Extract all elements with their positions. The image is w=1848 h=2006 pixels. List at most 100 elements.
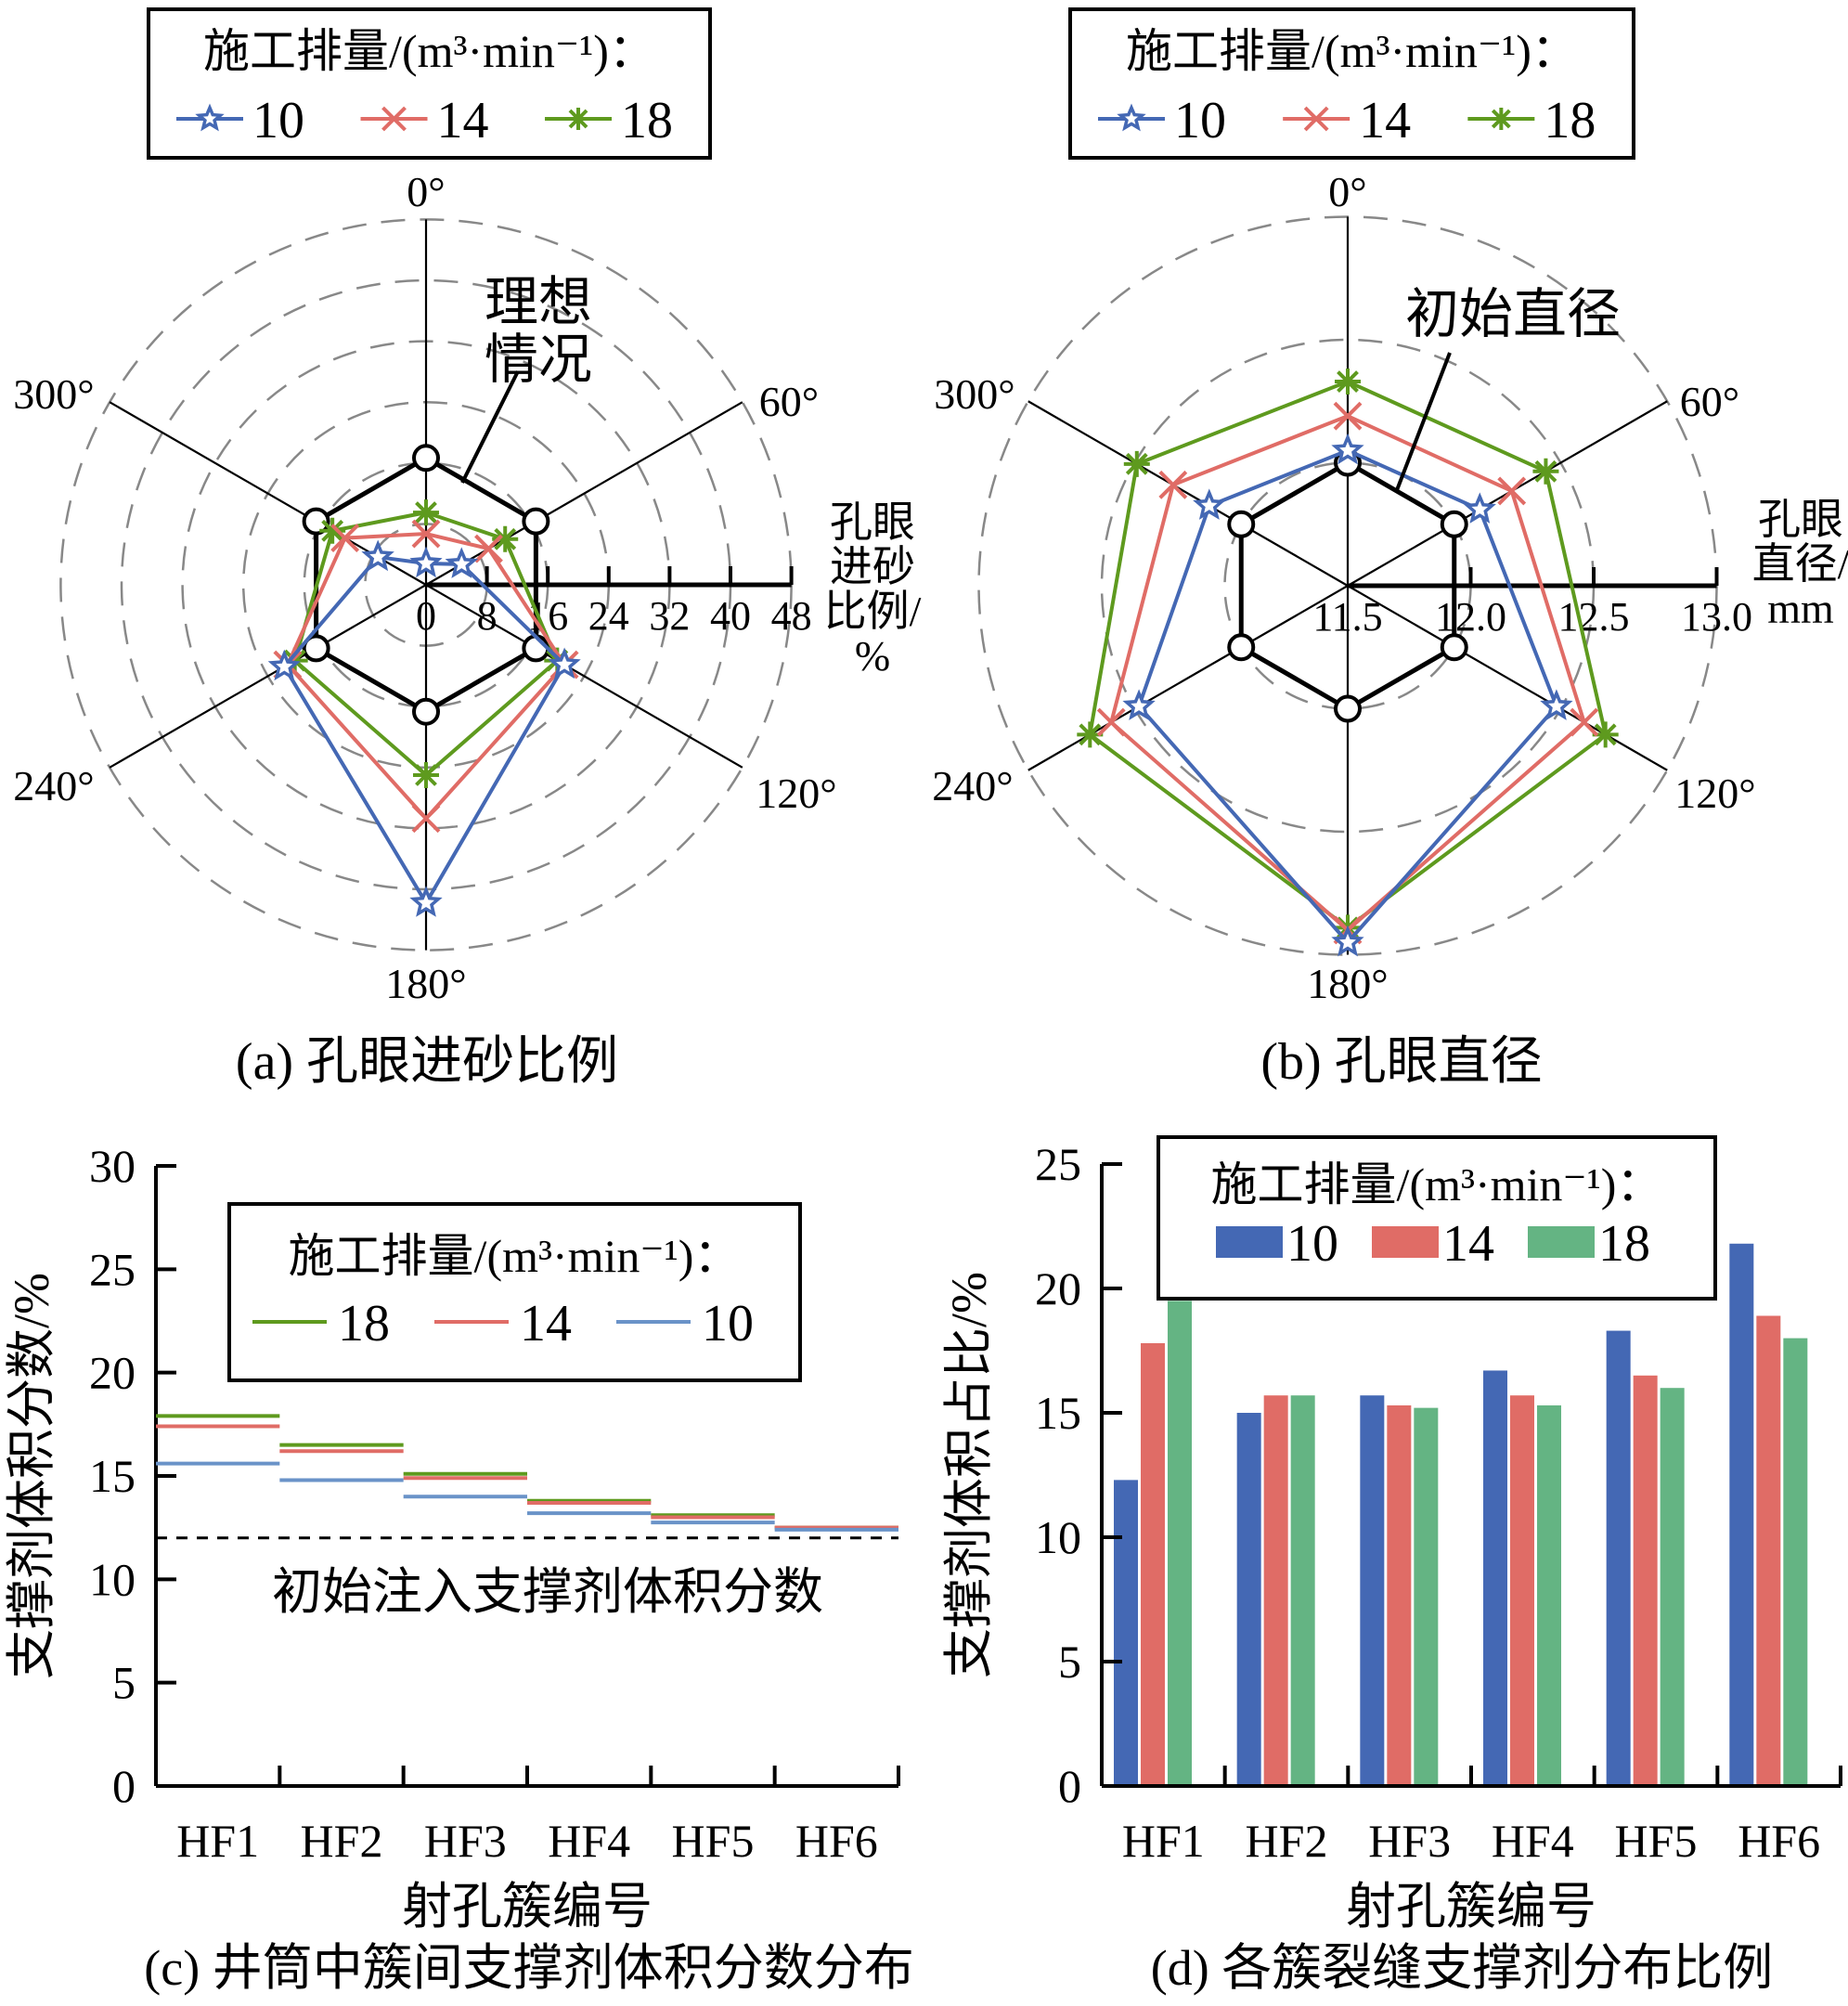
y-tick-label: 20 xyxy=(89,1347,136,1399)
reference-marker xyxy=(1227,633,1256,662)
asterisk-marker-icon xyxy=(1592,721,1619,748)
legend-label: 18 xyxy=(1598,1215,1650,1273)
angle-label: 0° xyxy=(1328,168,1366,215)
legend: 施工排量/(m³·min⁻¹)： 18 14 10 xyxy=(227,1202,802,1382)
circle-marker-icon xyxy=(302,634,330,663)
reference-annotation: 理想 xyxy=(485,272,592,332)
x-marker-icon xyxy=(330,524,360,552)
legend-swatch xyxy=(1372,1226,1439,1258)
x-tick-label: HF1 xyxy=(1122,1815,1205,1867)
data-point-14 xyxy=(1158,470,1188,499)
reference-marker xyxy=(302,507,330,536)
radial-tick-label: 48 xyxy=(771,593,812,639)
reference-annotation: 初始直径 xyxy=(1405,284,1621,344)
data-point-18 xyxy=(319,517,346,544)
x-tick-label: HF5 xyxy=(672,1815,755,1867)
x-marker-icon xyxy=(1333,401,1363,431)
data-point-10 xyxy=(409,546,443,578)
data-point-10 xyxy=(445,547,479,578)
legend: 施工排量/(m³·min⁻¹)：10 14 18 xyxy=(147,7,712,160)
annotation-leader-line xyxy=(460,370,520,484)
y-tick-label: 30 xyxy=(89,1140,136,1192)
axis-label: 孔眼 xyxy=(830,498,915,546)
reference-marker xyxy=(1440,510,1468,538)
legend-label: 14 xyxy=(520,1295,572,1352)
bar-14 xyxy=(1510,1395,1534,1786)
star-marker-icon xyxy=(409,546,443,578)
angle-label: 120° xyxy=(756,770,836,817)
data-point-18 xyxy=(413,762,439,788)
data-point-14 xyxy=(330,524,360,552)
reference-marker xyxy=(1334,694,1362,723)
radial-tick-label: 0 xyxy=(416,593,436,639)
bar-14 xyxy=(1756,1315,1781,1786)
reference-annotation: 情况 xyxy=(485,330,592,390)
data-point-18 xyxy=(1592,721,1619,748)
circle-marker-icon xyxy=(1334,694,1362,723)
bar-10 xyxy=(1483,1370,1507,1786)
legend-label: 14 xyxy=(1359,92,1411,149)
x-tick-label: HF1 xyxy=(176,1815,259,1867)
axis-label: 孔眼 xyxy=(1758,496,1843,543)
data-point-14 xyxy=(474,534,503,563)
angle-label: 180° xyxy=(1307,960,1388,1007)
spoke-axis-line xyxy=(425,401,743,586)
reference-marker xyxy=(522,507,550,536)
x-tick-label: HF5 xyxy=(1615,1815,1698,1867)
data-point-18 xyxy=(492,525,519,552)
legend-label: 14 xyxy=(1442,1215,1494,1273)
radial-tick-label: 12.0 xyxy=(1435,594,1506,640)
asterisk-marker-icon xyxy=(1490,108,1513,130)
bar-14 xyxy=(1633,1375,1658,1786)
data-point-10 xyxy=(361,539,394,572)
bar-14 xyxy=(1141,1342,1165,1786)
radial-tick-label: 13.0 xyxy=(1681,594,1752,640)
x-tick-label: HF6 xyxy=(1738,1815,1820,1867)
star-marker-icon xyxy=(445,547,479,578)
x-tick-label: HF3 xyxy=(424,1815,507,1867)
legend-box xyxy=(227,1202,802,1382)
star-marker-icon xyxy=(361,539,394,572)
caption: (d) 各簇裂缝支撑剂分布比例 xyxy=(1151,1940,1773,1996)
y-tick-label: 15 xyxy=(89,1450,136,1502)
legend-marker xyxy=(1490,108,1513,130)
circle-marker-icon xyxy=(1227,510,1256,538)
asterisk-marker-icon xyxy=(413,762,439,788)
spoke-axis-line xyxy=(425,584,743,769)
chart-b-perforation-diameter: 11.5 12.0 12.5 13.0 0° 60° 120° 180° 240° 300° 孔眼直… xyxy=(932,7,1848,1091)
star-marker-icon xyxy=(1122,689,1156,720)
asterisk-marker-icon xyxy=(413,499,439,526)
data-point-18 xyxy=(413,499,439,526)
legend: 施工排量/(m³·min⁻¹)：10 14 18 xyxy=(1157,1135,1717,1301)
data-point-14 xyxy=(1096,707,1126,737)
data-point-14 xyxy=(1497,476,1527,506)
data-point-10 xyxy=(1331,433,1364,465)
angle-label: 300° xyxy=(13,370,94,418)
data-point-10 xyxy=(1463,492,1496,524)
data-point-10 xyxy=(409,886,443,917)
y-tick-label: 0 xyxy=(1058,1760,1081,1812)
x-axis-label: 射孔簇编号 xyxy=(1346,1879,1596,1935)
circle-marker-icon xyxy=(302,507,330,536)
legend-label: 14 xyxy=(437,92,489,149)
chart-a-perforation-sand-ratio: 0 8 16 24 32 40 480°60°120°180°240°300°孔眼进砂比例/… xyxy=(13,7,922,1091)
caption: (b) 孔眼直径 xyxy=(1260,1033,1542,1091)
star-marker-icon xyxy=(548,647,581,679)
x-tick-label: HF3 xyxy=(1368,1815,1451,1867)
legend-label: 10 xyxy=(702,1295,754,1352)
circle-marker-icon xyxy=(412,697,440,726)
x-tick-label: HF6 xyxy=(795,1815,878,1867)
bar-18 xyxy=(1783,1338,1808,1786)
radial-tick-label: 12.5 xyxy=(1558,594,1630,640)
axis-label: 直径/ xyxy=(1752,540,1848,588)
data-point-10 xyxy=(1122,689,1156,720)
star-marker-icon xyxy=(1331,433,1364,465)
legend-label: 10 xyxy=(1286,1215,1338,1273)
legend-swatch xyxy=(1528,1226,1595,1258)
legend-marker xyxy=(195,103,225,132)
x-marker-icon xyxy=(381,106,407,132)
legend-box xyxy=(1068,7,1635,160)
reference-label: 初始注入支撑剂体积分数 xyxy=(272,1564,823,1620)
angle-label: 240° xyxy=(13,762,94,809)
legend-label: 18 xyxy=(1544,92,1596,149)
